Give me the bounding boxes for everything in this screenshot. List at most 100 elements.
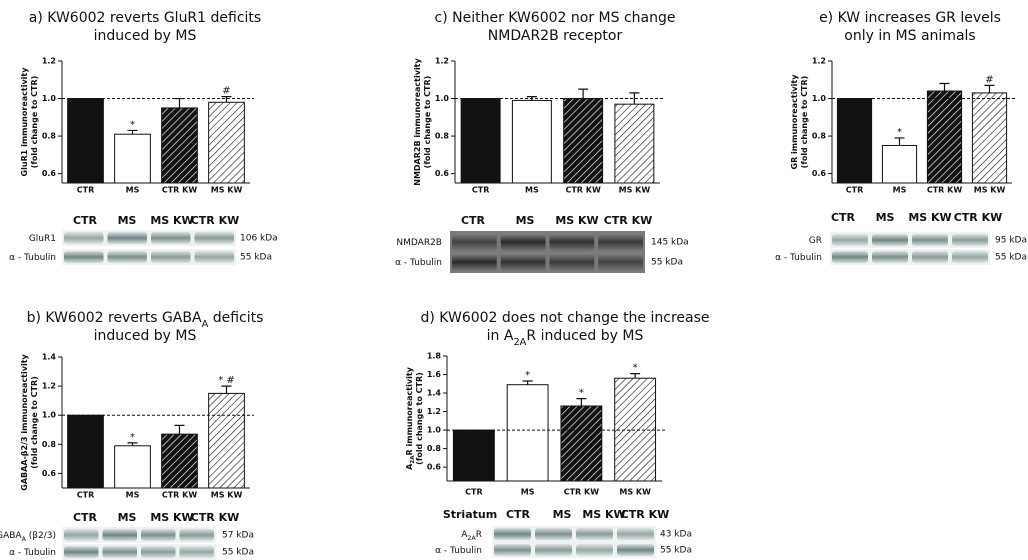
- blot-band: [872, 234, 908, 246]
- chart-title: NMDAR2B receptor: [488, 28, 623, 44]
- blot-band: [832, 234, 868, 246]
- blot-band: [180, 529, 215, 541]
- lane-label: MS KW: [908, 211, 951, 224]
- y-axis-label-part: (fold change to CTR): [423, 76, 432, 169]
- band-size: 43 kDa: [660, 530, 692, 540]
- lane-label: CTR: [73, 214, 98, 227]
- significance-mark: *: [525, 370, 530, 381]
- bar: [115, 446, 151, 488]
- y-tick-label: 1.2: [42, 382, 56, 391]
- y-axis-label-part: (fold change to CTR): [800, 76, 809, 169]
- y-tick-label: 1.0: [42, 411, 57, 420]
- y-axis-label: GR immunoreactivity: [790, 74, 799, 170]
- y-tick-label: 0.6: [42, 169, 57, 178]
- blot-band: [103, 529, 138, 541]
- y-tick-label: 1.2: [427, 407, 441, 416]
- band-size: 57 kDa: [222, 531, 254, 541]
- y-tick-label: 1.2: [812, 57, 826, 66]
- x-tick-label: CTR: [846, 186, 864, 195]
- y-axis-label: (fold change to CTR): [415, 372, 424, 465]
- blot-band: [535, 544, 572, 556]
- y-tick-label: 1.2: [42, 57, 56, 66]
- y-tick-label: 0.6: [435, 169, 450, 178]
- blot-band: [617, 544, 654, 556]
- chart-title-part: induced by MS: [94, 328, 197, 344]
- chart-title-part: deficits: [208, 310, 263, 326]
- blot-band: [550, 233, 595, 251]
- chart-title-part: e) KW increases GR levels: [819, 10, 1001, 26]
- chart-title-part: b) KW6002 reverts GABA: [27, 310, 202, 326]
- blot-band: [912, 251, 948, 263]
- error-bar: [222, 97, 232, 103]
- chart-title-part: 2A: [513, 337, 526, 348]
- band-label-part: GluR1: [29, 234, 56, 244]
- x-tick-label: CTR: [77, 491, 95, 500]
- blot-band: [64, 529, 99, 541]
- x-tick-label: CTR KW: [162, 186, 197, 195]
- error-bar: [222, 386, 232, 393]
- blot-band: [501, 233, 546, 251]
- band-size: 55 kDa: [222, 548, 254, 558]
- blot-band: [912, 234, 948, 246]
- x-tick-label: MS: [521, 488, 535, 497]
- blot-band: [535, 528, 572, 540]
- x-tick-label: MS: [126, 186, 140, 195]
- band-label-part: R: [476, 530, 482, 540]
- bar: [209, 102, 245, 183]
- lane-label: CTR KW: [954, 211, 1003, 224]
- y-axis-label: (fold change to CTR): [30, 376, 39, 469]
- bar: [461, 99, 500, 183]
- y-axis-label-part: GluR1 immunoreactivity: [20, 67, 29, 177]
- blot-band: [598, 253, 643, 271]
- bar: [564, 99, 603, 183]
- bar: [453, 430, 494, 481]
- x-tick-label: MS KW: [211, 186, 243, 195]
- y-axis-label-part: GR immunoreactivity: [790, 74, 799, 170]
- x-tick-label: MS: [525, 186, 539, 195]
- chart-title: a) KW6002 reverts GluR1 deficits: [29, 10, 261, 26]
- chart-title-part: in A: [487, 328, 514, 344]
- y-axis-label-part: (fold change to CTR): [30, 76, 39, 169]
- blot-band: [494, 528, 531, 540]
- band-size: 55 kDa: [660, 546, 692, 556]
- significance-mark: #: [985, 74, 993, 85]
- band-label: GR: [809, 236, 822, 246]
- bar: [882, 145, 916, 183]
- lane-label: CTR: [73, 511, 98, 524]
- bar: [68, 415, 104, 488]
- bar: [162, 108, 198, 183]
- y-tick-label: 1.0: [812, 94, 827, 103]
- bar: [209, 393, 245, 488]
- x-tick-label: MS: [893, 186, 907, 195]
- x-tick-label: MS KW: [619, 488, 651, 497]
- y-tick-label: 1.0: [427, 426, 442, 435]
- y-axis-label-part: (fold change to CTR): [415, 372, 424, 465]
- blot-band: [598, 233, 643, 251]
- bar: [927, 91, 961, 183]
- bar: [507, 385, 548, 481]
- lane-label: CTR: [506, 508, 531, 521]
- y-tick-label: 1.2: [435, 57, 449, 66]
- chart-title: d) KW6002 does not change the increase: [421, 310, 710, 326]
- blot-band: [952, 251, 988, 263]
- band-label-part: GR: [809, 236, 822, 246]
- y-tick-label: 1.8: [427, 352, 442, 361]
- chart-title: induced by MS: [94, 328, 197, 344]
- y-axis-label: GluR1 immunoreactivity: [20, 67, 29, 177]
- error-bar: [175, 425, 185, 434]
- chart-title-part: NMDAR2B receptor: [488, 28, 623, 44]
- chart-title-part: d) KW6002 does not change the increase: [421, 310, 710, 326]
- y-axis-label: (fold change to CTR): [800, 76, 809, 169]
- bar: [972, 93, 1006, 183]
- blot-band: [195, 232, 235, 244]
- blot-band: [494, 544, 531, 556]
- lane-label: CTR KW: [191, 214, 240, 227]
- significance-mark: *: [897, 127, 902, 138]
- lane-label: CTR KW: [621, 508, 670, 521]
- blot-band: [64, 251, 104, 263]
- lane-label: MS: [553, 508, 572, 521]
- bar: [68, 99, 104, 183]
- blot-band: [195, 251, 235, 263]
- x-tick-label: CTR: [77, 186, 95, 195]
- y-tick-label: 1.6: [427, 370, 442, 379]
